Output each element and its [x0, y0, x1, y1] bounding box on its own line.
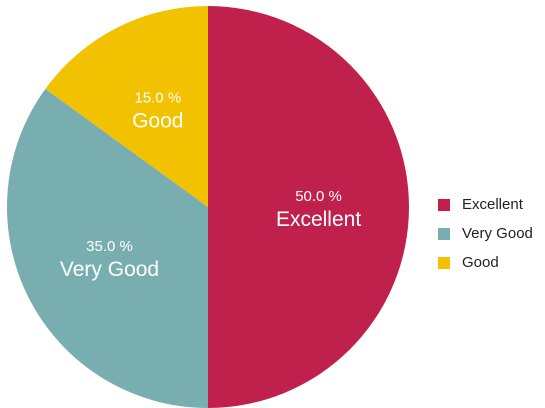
slice-name-label-very-good: Very Good: [60, 258, 159, 281]
pie-slice-excellent: [208, 6, 409, 408]
legend-swatch-excellent: [438, 198, 450, 211]
slice-percent-label-excellent: 50.0 %: [295, 188, 342, 205]
legend-swatch-very-good: [438, 227, 450, 240]
legend-label-excellent: Excellent: [462, 196, 523, 213]
legend-item-very-good: Very Good: [438, 219, 533, 248]
pie-slice-good: [45, 6, 208, 207]
slice-name-label-good: Good: [132, 109, 183, 132]
pie-slice-very-good: [7, 88, 209, 408]
legend: Excellent Very Good Good: [438, 190, 533, 277]
legend-swatch-good: [438, 256, 450, 269]
legend-item-good: Good: [438, 248, 533, 277]
slice-percent-label-good: 15.0 %: [134, 89, 181, 106]
legend-label-very-good: Very Good: [462, 225, 533, 242]
slice-percent-label-very-good: 35.0 %: [86, 238, 133, 255]
legend-label-good: Good: [462, 254, 499, 271]
slice-name-label-excellent: Excellent: [276, 208, 361, 231]
legend-item-excellent: Excellent: [438, 190, 533, 219]
